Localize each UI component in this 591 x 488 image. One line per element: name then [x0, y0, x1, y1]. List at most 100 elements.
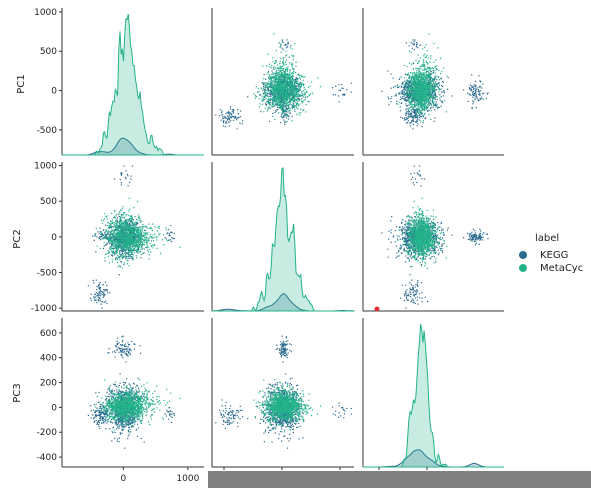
point-MetaCyc: [418, 79, 420, 81]
point-MetaCyc: [269, 74, 271, 76]
point-KEGG: [479, 90, 481, 92]
point-MetaCyc: [271, 81, 273, 83]
point-MetaCyc: [418, 112, 420, 114]
point-MetaCyc: [273, 63, 276, 65]
point-MetaCyc: [292, 88, 294, 90]
point-KEGG: [303, 93, 305, 95]
point-MetaCyc: [289, 87, 291, 89]
point-MetaCyc: [279, 69, 281, 71]
point-KEGG: [275, 90, 278, 92]
point-KEGG: [432, 106, 434, 108]
point-KEGG: [432, 90, 434, 92]
point-MetaCyc: [421, 102, 423, 104]
point-MetaCyc: [288, 77, 290, 79]
point-MetaCyc: [301, 91, 303, 93]
point-KEGG: [239, 122, 241, 124]
point-MetaCyc: [413, 92, 415, 94]
point-KEGG: [137, 237, 140, 239]
point-MetaCyc: [416, 94, 418, 96]
point-MetaCyc: [417, 99, 419, 101]
point-KEGG: [268, 103, 270, 105]
point-KEGG: [438, 82, 440, 84]
point-MetaCyc: [410, 102, 412, 104]
point-MetaCyc: [430, 73, 432, 76]
point-MetaCyc: [412, 81, 414, 83]
point-MetaCyc: [304, 92, 306, 94]
point-KEGG: [129, 222, 131, 224]
point-MetaCyc: [419, 112, 421, 114]
point-KEGG: [419, 117, 421, 119]
point-KEGG: [416, 96, 418, 98]
point-MetaCyc: [273, 77, 275, 79]
point-MetaCyc: [308, 94, 310, 97]
point-KEGG: [433, 97, 435, 99]
point-KEGG: [416, 120, 418, 123]
point-KEGG: [412, 63, 414, 65]
point-MetaCyc: [418, 80, 420, 82]
point-KEGG: [396, 103, 398, 105]
point-MetaCyc: [421, 77, 423, 79]
point-KEGG: [405, 116, 407, 118]
panel-PC2-vs-PC1: [61, 162, 204, 312]
point-MetaCyc: [290, 74, 292, 76]
point-MetaCyc: [411, 103, 413, 105]
point-MetaCyc: [293, 79, 295, 81]
point-KEGG: [286, 117, 288, 119]
point-KEGG: [265, 104, 267, 106]
point-KEGG: [107, 237, 109, 239]
panel-PC1-vs-PC1: [61, 8, 204, 156]
point-KEGG: [400, 96, 402, 98]
point-MetaCyc: [410, 51, 412, 53]
point-KEGG: [405, 96, 407, 98]
point-MetaCyc: [266, 110, 268, 112]
point-KEGG: [295, 80, 297, 82]
point-MetaCyc: [408, 101, 410, 104]
point-KEGG: [409, 125, 411, 127]
point-KEGG: [401, 102, 403, 104]
point-KEGG: [398, 86, 400, 89]
point-KEGG: [124, 250, 126, 252]
point-MetaCyc: [411, 84, 413, 86]
point-MetaCyc: [417, 90, 419, 92]
point-KEGG: [411, 47, 413, 49]
point-MetaCyc: [280, 67, 283, 69]
point-MetaCyc: [270, 98, 272, 100]
point-KEGG: [277, 96, 279, 98]
point-MetaCyc: [268, 106, 270, 108]
point-MetaCyc: [425, 82, 427, 84]
point-MetaCyc: [423, 76, 425, 78]
point-MetaCyc: [422, 114, 424, 116]
point-MetaCyc: [272, 104, 274, 106]
point-KEGG: [408, 81, 410, 84]
point-KEGG: [390, 98, 392, 100]
point-KEGG: [121, 230, 123, 232]
point-MetaCyc: [433, 100, 435, 102]
point-MetaCyc: [276, 92, 278, 94]
point-MetaCyc: [268, 106, 271, 108]
point-KEGG: [130, 245, 132, 247]
point-MetaCyc: [423, 82, 425, 84]
point-MetaCyc: [417, 89, 419, 91]
point-MetaCyc: [271, 88, 273, 90]
point-MetaCyc: [411, 76, 413, 78]
point-MetaCyc: [284, 98, 287, 100]
kde-MetaCyc: [62, 13, 204, 156]
point-MetaCyc: [420, 65, 422, 67]
point-MetaCyc: [418, 89, 421, 92]
point-MetaCyc: [285, 94, 287, 96]
point-KEGG: [263, 96, 265, 98]
point-KEGG: [108, 233, 110, 236]
point-MetaCyc: [275, 91, 277, 93]
point-KEGG: [343, 94, 346, 96]
point-KEGG: [415, 114, 417, 116]
point-MetaCyc: [424, 112, 426, 115]
point-MetaCyc: [279, 46, 281, 48]
point-MetaCyc: [276, 83, 278, 85]
point-KEGG: [421, 126, 423, 128]
point-KEGG: [403, 98, 405, 101]
point-KEGG: [120, 249, 122, 252]
point-MetaCyc: [272, 91, 274, 93]
point-MetaCyc: [434, 65, 437, 67]
point-MetaCyc: [269, 82, 271, 84]
point-MetaCyc: [414, 104, 416, 107]
